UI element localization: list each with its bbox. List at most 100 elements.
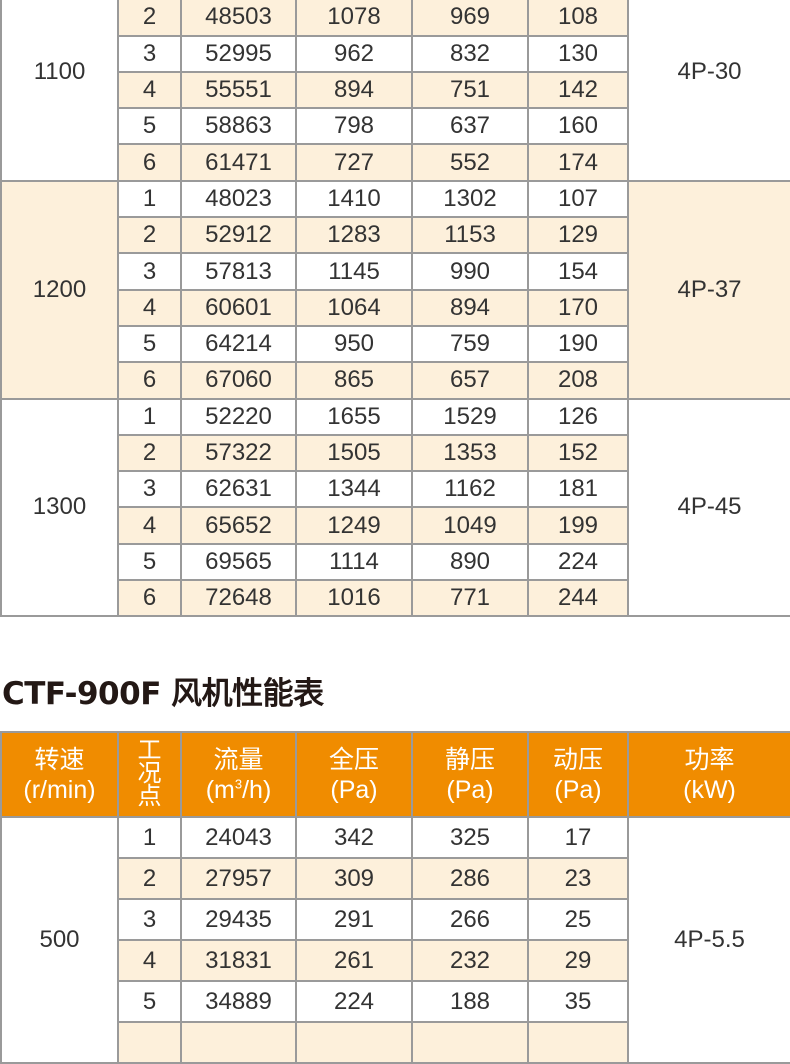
flow-cell: 52995 [180, 34, 297, 73]
condition-cell: 4 [117, 506, 182, 545]
static-pressure-cell: 1302 [411, 179, 529, 219]
header-total-pressure: 全压 (Pa) [295, 731, 413, 818]
table-row: 5 69565 1114 890 224 [1, 542, 790, 582]
table-row: 6 67060 865 657 208 [1, 361, 790, 400]
total-pressure-cell: 291 [295, 898, 413, 941]
condition-cell: 4 [117, 939, 182, 982]
header-static-pressure: 静压 (Pa) [411, 731, 529, 818]
total-pressure-cell: 1064 [295, 288, 413, 327]
table-row: 5 58863 798 637 160 [1, 107, 790, 146]
header-row: 转速 (r/min) 工况点 流量 (m3/h) 全压 (Pa) 静压 (Pa) 动压(… [0, 731, 790, 818]
power-cell: 4P-45 [627, 397, 790, 618]
header-power-label: 功率 [684, 745, 735, 774]
header-condition: 工况点 [117, 731, 182, 818]
total-pressure-cell: 950 [295, 324, 413, 364]
static-pressure-cell: 1353 [411, 433, 529, 473]
condition-cell: 6 [117, 361, 182, 400]
table-row: 5 64214 950 759 190 [1, 324, 790, 364]
header-flow-unit: (m [205, 775, 235, 804]
condition-cell: 3 [117, 470, 182, 509]
header-power-unit: (kW) [683, 775, 736, 804]
total-pressure-cell: 1016 [295, 579, 413, 618]
dynamic-pressure-cell: 29 [527, 939, 629, 982]
dynamic-pressure-cell: 126 [527, 397, 629, 436]
static-pressure-cell: 1162 [411, 470, 529, 509]
static-pressure-cell: 637 [411, 107, 529, 146]
table-row: 1300 1 52220 1655 1529 126 4P-45 [0, 397, 790, 618]
dynamic-pressure-cell: 108 [527, 0, 629, 37]
condition-cell: 1 [117, 816, 182, 859]
table-row: 4 65652 1249 1049 199 [1, 506, 790, 545]
static-pressure-cell: 286 [411, 857, 529, 900]
flow-cell: 58863 [180, 107, 297, 146]
dynamic-pressure-cell: 199 [527, 506, 629, 545]
table-row: 4 55551 894 751 142 [1, 70, 790, 110]
flow-cell: 60601 [180, 288, 297, 327]
total-pressure-cell: 1344 [295, 470, 413, 509]
flow-cell: 29435 [180, 898, 297, 941]
dynamic-pressure-cell [527, 1021, 629, 1064]
total-pressure-cell: 1114 [295, 542, 413, 582]
total-pressure-cell: 1145 [295, 252, 413, 291]
dynamic-pressure-cell: 130 [527, 34, 629, 73]
dynamic-pressure-cell: 35 [527, 980, 629, 1023]
condition-cell: 4 [117, 70, 182, 110]
dynamic-pressure-cell: 129 [527, 216, 629, 255]
static-pressure-cell: 657 [411, 361, 529, 400]
total-pressure-cell: 1249 [295, 506, 413, 545]
header-static-label: 静压 [444, 745, 495, 774]
header-speed-unit: (r/min) [23, 775, 96, 804]
condition-cell: 1 [117, 397, 182, 436]
dynamic-pressure-cell: 142 [527, 70, 629, 110]
total-pressure-cell: 309 [295, 857, 413, 900]
header-flow-label: 流量 [213, 745, 264, 774]
condition-cell: 6 [117, 579, 182, 618]
flow-cell: 52220 [180, 397, 297, 436]
table-title: CTF-900F 风机性能表 [2, 676, 324, 712]
condition-cell: 4 [117, 288, 182, 327]
flow-cell: 57322 [180, 433, 297, 473]
total-pressure-cell: 224 [295, 980, 413, 1023]
total-pressure-cell: 962 [295, 34, 413, 73]
flow-cell: 24043 [180, 816, 297, 859]
static-pressure-cell: 266 [411, 898, 529, 941]
dynamic-pressure-cell: 208 [527, 361, 629, 400]
header-speed-label: 转速 [34, 745, 85, 774]
total-pressure-cell: 894 [295, 70, 413, 110]
total-pressure-cell [295, 1021, 413, 1064]
header-condition-label: 工况点 [137, 737, 162, 810]
total-pressure-cell: 1505 [295, 433, 413, 473]
flow-cell: 57813 [180, 252, 297, 291]
flow-cell: 55551 [180, 70, 297, 110]
dynamic-pressure-cell: 190 [527, 324, 629, 364]
total-pressure-cell: 1655 [295, 397, 413, 436]
flow-cell: 61471 [180, 143, 297, 182]
condition-cell: 5 [117, 107, 182, 146]
static-pressure-cell [411, 1021, 529, 1064]
static-pressure-cell: 771 [411, 579, 529, 618]
static-pressure-cell: 188 [411, 980, 529, 1023]
dynamic-pressure-cell: 17 [527, 816, 629, 859]
table-row: 4 60601 1064 894 170 [1, 288, 790, 327]
static-pressure-cell: 1529 [411, 397, 529, 436]
header-dynamic-unit: (Pa) [554, 775, 602, 804]
header-total-label: 全压 [328, 745, 379, 774]
power-cell: 4P-37 [627, 179, 790, 400]
flow-cell: 52912 [180, 216, 297, 255]
total-pressure-cell: 1410 [295, 179, 413, 219]
table-row: 3 57813 1145 990 154 [1, 252, 790, 291]
speed-cell: 500 [0, 816, 119, 1064]
static-pressure-cell: 232 [411, 939, 529, 982]
flow-cell: 69565 [180, 542, 297, 582]
dynamic-pressure-cell: 181 [527, 470, 629, 509]
condition-cell: 6 [117, 143, 182, 182]
condition-cell: 3 [117, 898, 182, 941]
condition-cell [117, 1021, 182, 1064]
dynamic-pressure-cell: 25 [527, 898, 629, 941]
table-row: 3 52995 962 832 130 [1, 34, 790, 73]
header-flow: 流量 (m3/h) [180, 731, 297, 818]
table-row: 5 34889 224 188 35 [1, 980, 790, 1023]
static-pressure-cell: 969 [411, 0, 529, 37]
speed-cell: 1200 [0, 179, 119, 400]
flow-cell: 48023 [180, 179, 297, 219]
